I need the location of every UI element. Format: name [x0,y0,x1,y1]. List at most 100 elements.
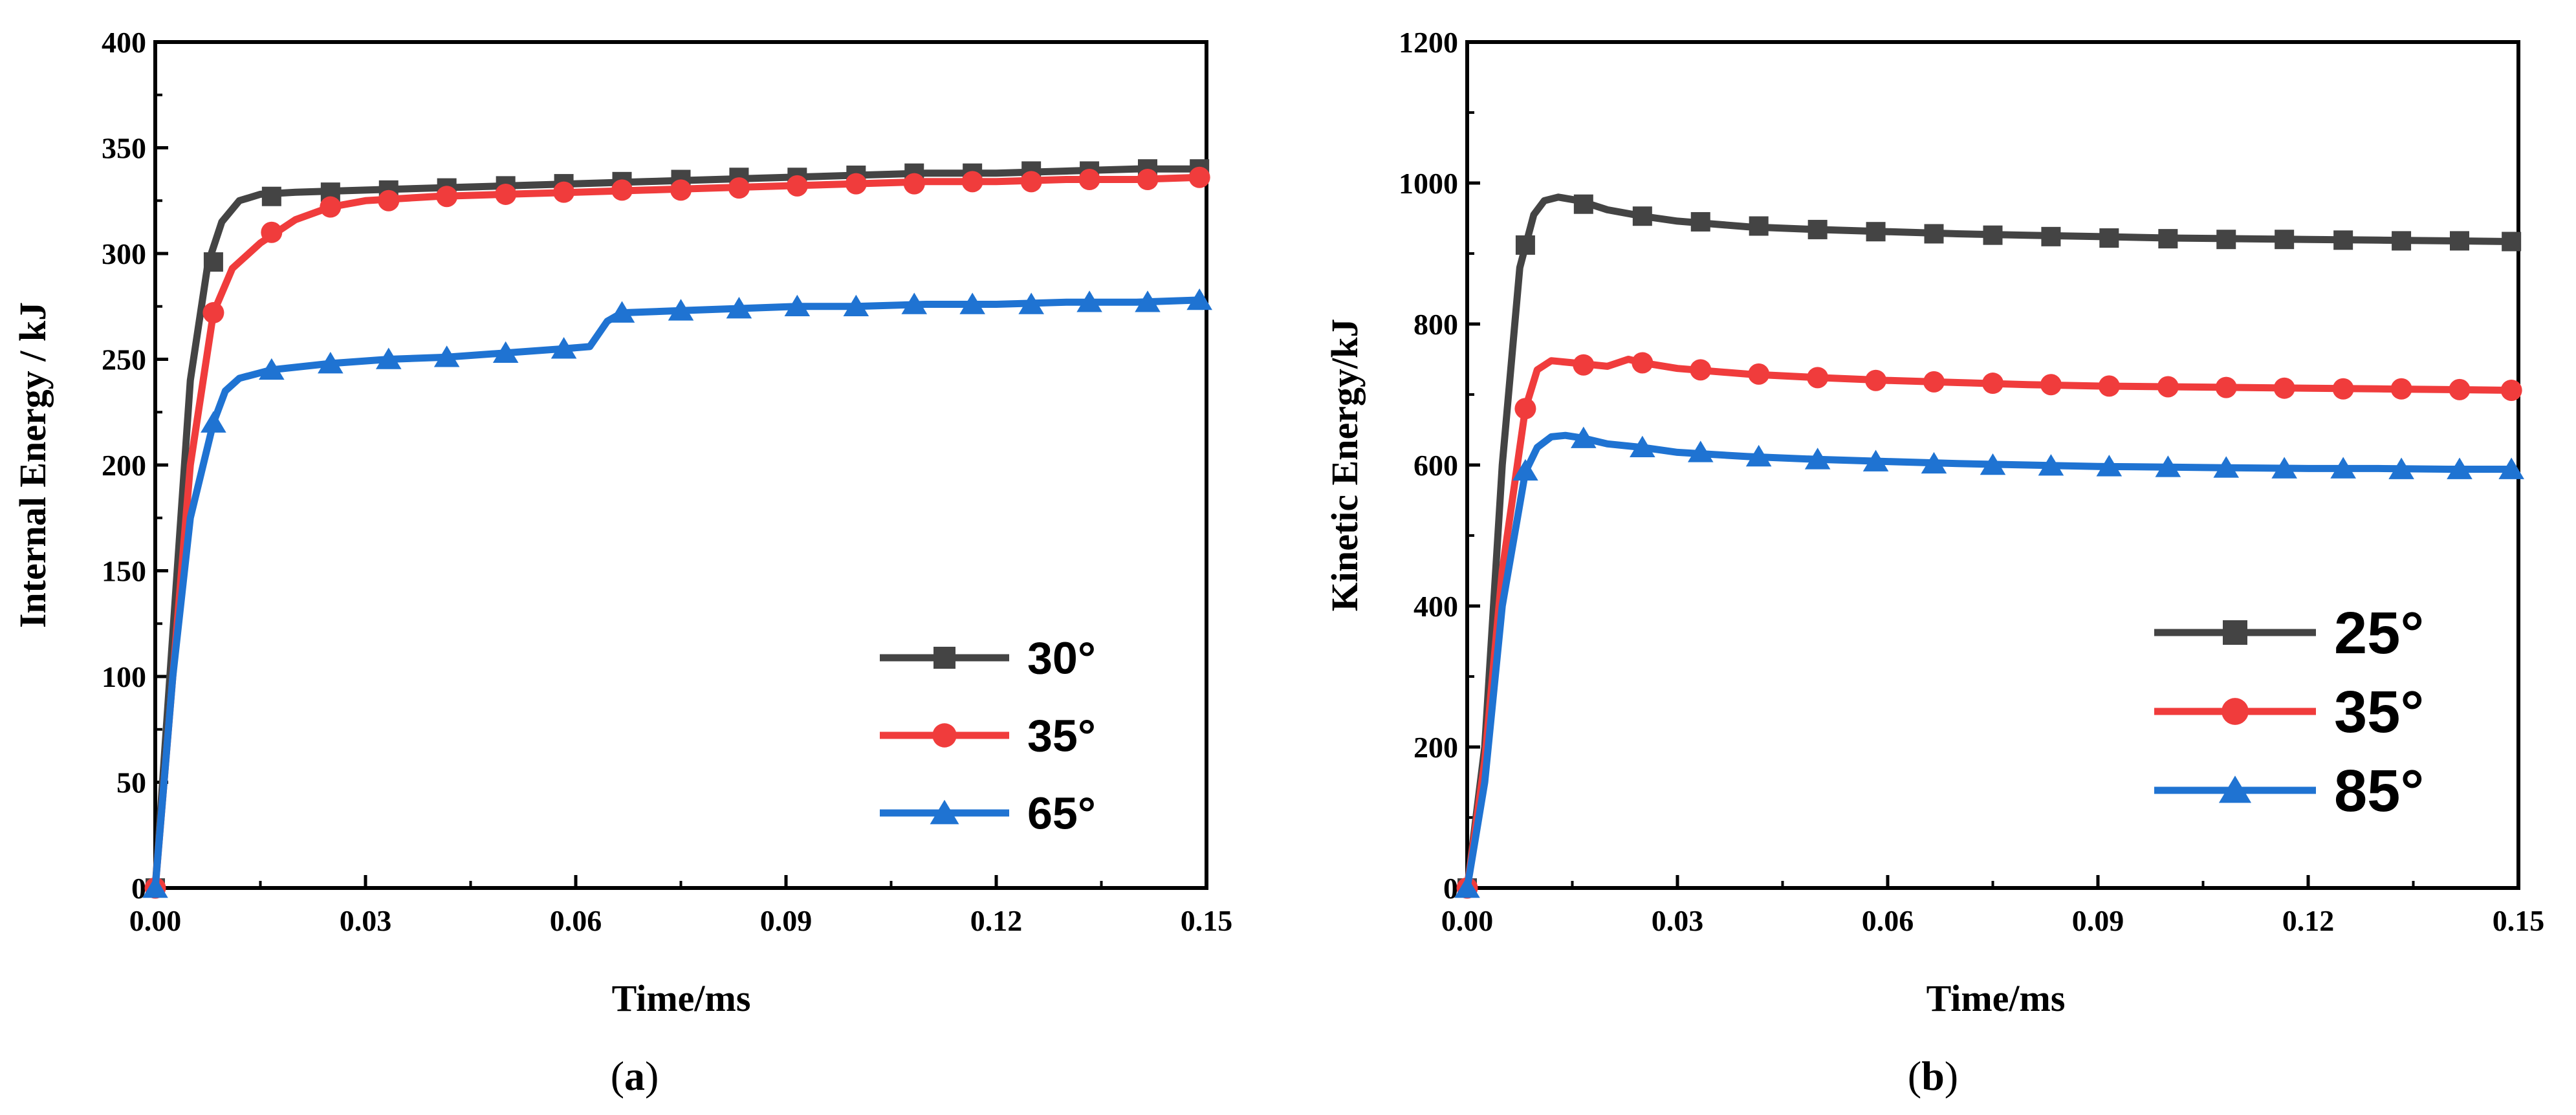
chart-b-series-marker [2157,376,2179,398]
chart-b-series-marker [2216,230,2236,250]
chart-a-x-axis-title: Time/ms [612,977,751,1019]
chart-a-series-marker [436,186,458,208]
chart-b-x-tick-label: 0.03 [1652,904,1704,937]
chart-a-panel-label: (a) [611,1053,659,1099]
chart-b-series-marker [1983,225,2003,245]
chart-b-legend-marker [2218,775,2252,803]
chart-b-series-line [1463,431,2515,892]
chart-b-series-marker [1921,451,1947,474]
chart-a-series-marker [786,175,808,197]
chart-b-y-tick-label: 200 [1414,731,1458,764]
chart-b-x-tick-label: 0.00 [1441,904,1494,937]
chart-a-series-marker [551,337,577,359]
chart-a-series-marker [901,292,928,314]
chart-a-legend-marker [933,647,955,669]
chart-b-series-marker [1862,449,1889,471]
chart-a-series-marker [1186,288,1212,310]
chart-b-legend-label: 25° [2334,600,2424,666]
chart-b-series-marker [2215,376,2237,398]
chart-b-series-marker [2038,454,2064,476]
chart-b-series-marker [1571,426,1597,448]
chart-b-series-marker [1807,367,1829,389]
chart-b-series-marker [2273,377,2295,399]
chart-a-series-line [151,296,1203,892]
chart-a-series-marker [728,177,750,199]
chart-b-series-marker [1865,369,1887,391]
chart-b-y-axis-title: Kinetic Energy/kJ [1324,319,1366,612]
chart-b-series-marker [1749,216,1769,236]
chart-a-series-marker [784,294,811,317]
chart-a-series-marker [553,181,575,203]
chart-b-x-ticks: 0.00 0.03 0.06 0.09 0.12 0.15 [1441,875,2544,937]
chart-a-series-marker [903,173,925,195]
chart-b-series-marker [2450,231,2469,251]
chart-a-series-marker [1188,166,1210,188]
chart-b-series-marker [1923,371,1945,393]
chart-b-y-tick-label: 600 [1414,449,1458,482]
chart-a-series-marker [959,292,985,314]
chart-a-series-marker [1018,292,1044,314]
chart-b-series-marker [1512,459,1538,481]
chart-b-series-marker [2271,457,2297,479]
chart-a-legend-item: 35° [880,711,1096,761]
chart-b-legend-label: 35° [2334,679,2424,745]
chart-a-series-2 [144,166,1210,899]
chart-b-series-2 [1456,352,2522,899]
chart-b-series-marker [1980,453,2006,475]
chart-b-legend-item: 25° [2154,600,2424,666]
chart-b-legend-marker [2223,620,2247,645]
chart-b-series-marker [2041,226,2061,246]
chart-b-series-marker [1632,206,1652,226]
chart-b-series-3 [1454,426,2524,898]
chart-a-series-marker [261,221,283,243]
chart-b-series-marker [1804,448,1831,470]
chart-b-y-tick-label: 1200 [1399,26,1458,59]
chart-b-series-marker [2502,232,2522,252]
chart-b-series-marker [1690,359,1712,381]
chart-b-series-marker [1573,194,1593,214]
chart-b-series-marker [2155,455,2181,477]
chart-a-series-marker [201,411,226,433]
chart-b-series-marker [1748,363,1770,385]
chart-a-series-marker [203,252,223,272]
chart-a-series-marker [1135,290,1161,312]
chart-b-series-marker [2040,374,2062,396]
chart-b-series-marker [2447,457,2472,479]
chart-a-series-marker [259,358,285,380]
chart-a-series-marker [670,179,692,201]
chart-a-y-tick-label: 0 [131,872,146,905]
chart-a-series-marker [611,179,633,201]
chart-a-y-tick-label: 400 [102,26,146,59]
chart-a-series-marker [202,302,224,324]
chart-a-series-marker [378,189,400,211]
chart-a-series-line [151,173,1203,892]
chart-b-series-marker [2388,457,2414,479]
chart-b-legend-item: 85° [2154,758,2424,824]
chart-b-series-marker [2096,455,2123,477]
chart-b-series-marker [1514,398,1536,420]
chart-b-series-marker [1573,354,1595,376]
chart-b-series-marker [2332,378,2354,400]
chart-b-series-marker [1745,444,1772,467]
chart-a-y-tick-label: 250 [102,343,146,376]
chart-b-series-marker [1866,222,1886,242]
chart-a-x-tick-label: 0.09 [760,904,813,937]
chart-b-y-tick-label: 800 [1414,308,1458,341]
chart-a-legend-label: 65° [1027,788,1096,839]
chart-b-series-marker [2275,230,2295,250]
chart-a-legend-marker [930,799,959,825]
chart-b-legend: 25° 35° 85° [2154,600,2424,824]
chart-a-series-1 [146,159,1210,898]
chart-a-y-tick-label: 150 [102,555,146,588]
chart-a-series-marker [609,301,635,323]
chart-a-series-marker [843,294,869,317]
chart-a-series-marker [961,171,983,193]
chart-a-series-marker [845,173,867,195]
chart-b-x-tick-label: 0.12 [2282,904,2335,937]
chart-b-series-marker [2330,457,2356,479]
chart-a-series-marker [726,297,752,319]
chart-b-series-marker [2500,379,2522,401]
